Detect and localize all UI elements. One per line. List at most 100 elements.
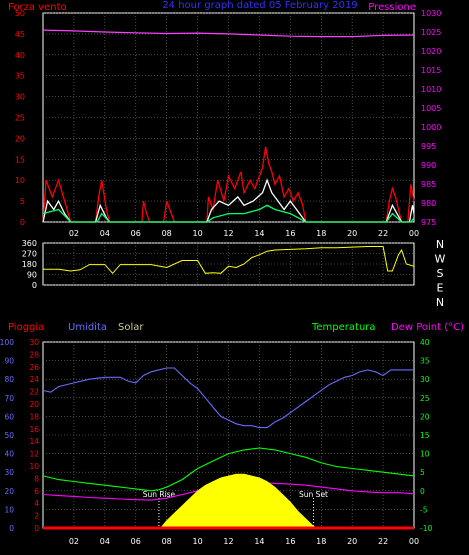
time-tick-label: 02 (69, 229, 79, 238)
wind-tick-label: 40 (15, 51, 25, 60)
pressure-tick-label: 995 (421, 142, 436, 151)
chart-title: 24 hour graph dated 05 February 2019 (162, 0, 357, 11)
time-tick-label: 20 (347, 537, 357, 546)
solar-label: Solar (118, 322, 144, 333)
rain-tick-label: 10 (29, 462, 39, 471)
wind-tick-label: 10 (15, 176, 25, 185)
time-tick-label: 14 (254, 229, 264, 238)
series-base (42, 204, 415, 223)
series-temperatura (42, 447, 415, 492)
rain-tick-label: 28 (29, 350, 39, 359)
pressure-tick-label: 1000 (421, 123, 441, 132)
humidity-tick-label: 0 (9, 524, 14, 533)
time-tick-label: 08 (162, 229, 172, 238)
rain-tick-label: 20 (29, 400, 39, 409)
pressure-tick-label: 1015 (421, 66, 441, 75)
temperature-tick-label: -10 (420, 524, 432, 533)
humidity-tick-label: 100 (0, 338, 14, 347)
direction-tick-label: 360 (22, 239, 37, 248)
temperature-tick-label: 5 (420, 468, 425, 477)
series-pressione (42, 29, 415, 38)
humidity-tick-label: 60 (4, 412, 14, 421)
temperature-label: Temperatura (311, 322, 376, 333)
humidity-label: Umidita (68, 322, 107, 333)
time-tick-label: 06 (131, 229, 141, 238)
time-tick-label: 10 (192, 229, 202, 238)
pressure-tick-label: 985 (421, 180, 436, 189)
rain-tick-label: 12 (29, 450, 39, 459)
temperature-tick-label: 35 (420, 357, 430, 366)
sunset-label: Sun Set (299, 490, 328, 499)
wind-tick-label: 35 (15, 72, 25, 81)
time-tick-label: 22 (378, 537, 388, 546)
time-tick-label: 04 (100, 229, 110, 238)
compass-label: E (437, 282, 444, 295)
pressure-tick-label: 980 (421, 199, 436, 208)
rain-tick-label: 2 (34, 512, 39, 521)
series-wind-direction (43, 246, 415, 275)
wind-tick-label: 20 (15, 134, 25, 143)
rain-tick-label: 16 (29, 425, 39, 434)
wind-tick-label: 5 (20, 197, 25, 206)
pressure-axis-label: Pressione (368, 2, 416, 13)
rain-tick-label: 0 (34, 524, 39, 533)
pressure-tick-label: 1030 (421, 9, 441, 18)
wind-axis-label: Forza vento (8, 2, 67, 13)
pressure-tick-label: 1025 (421, 28, 441, 37)
time-tick-label: 06 (131, 537, 141, 546)
time-tick-label: 22 (378, 229, 388, 238)
time-tick-label: 00 (409, 229, 419, 238)
rain-tick-label: 6 (34, 487, 39, 496)
humidity-tick-label: 50 (4, 431, 14, 440)
humidity-tick-label: 30 (4, 468, 14, 477)
compass-label: N (436, 296, 444, 309)
time-tick-label: 08 (162, 537, 172, 546)
time-tick-label: 02 (69, 537, 79, 546)
wind-tick-label: 15 (15, 155, 25, 164)
temperature-tick-label: 10 (420, 450, 430, 459)
wind-tick-label: 0 (20, 218, 25, 227)
temperature-tick-label: 15 (420, 431, 430, 440)
temperature-tick-label: 30 (420, 375, 430, 384)
series-umidita (42, 367, 414, 429)
rain-tick-label: 30 (29, 338, 39, 347)
wind-tick-label: 25 (15, 114, 25, 123)
time-tick-label: 14 (254, 537, 264, 546)
dewpoint-label: Dew Point (°C) (391, 322, 464, 333)
rain-tick-label: 18 (29, 412, 39, 421)
direction-tick-label: 180 (22, 260, 37, 269)
humidity-tick-label: 70 (4, 394, 14, 403)
rain-tick-label: 22 (29, 388, 39, 397)
time-tick-label: 10 (192, 537, 202, 546)
rain-tick-label: 14 (29, 437, 39, 446)
sunrise-label: Sun Rise (143, 490, 176, 499)
humidity-tick-label: 80 (4, 375, 14, 384)
pressure-tick-label: 1005 (421, 104, 441, 113)
time-tick-label: 04 (100, 537, 110, 546)
wind-tick-label: 50 (15, 9, 25, 18)
rain-tick-label: 26 (29, 363, 39, 372)
pressure-tick-label: 975 (421, 218, 436, 227)
time-tick-label: 12 (223, 229, 233, 238)
temperature-tick-label: -5 (420, 505, 428, 514)
temperature-tick-label: 40 (420, 338, 430, 347)
time-tick-label: 00 (409, 537, 419, 546)
rain-label: Pioggia (8, 322, 44, 333)
temperature-tick-label: 0 (420, 487, 425, 496)
tick-labels: 0510152025303540455097598098599099510001… (0, 9, 446, 546)
time-tick-label: 20 (347, 229, 357, 238)
compass-label: N (436, 238, 444, 251)
wind-tick-label: 45 (15, 30, 25, 39)
rain-tick-label: 24 (29, 375, 39, 384)
direction-tick-label: 0 (32, 281, 37, 290)
series-solar (159, 473, 318, 529)
pressure-tick-label: 990 (421, 161, 436, 170)
wind-tick-label: 30 (15, 93, 25, 102)
humidity-tick-label: 20 (4, 487, 14, 496)
time-tick-label: 18 (316, 229, 326, 238)
humidity-tick-label: 40 (4, 450, 14, 459)
time-tick-label: 12 (223, 537, 233, 546)
humidity-tick-label: 10 (4, 505, 14, 514)
time-tick-label: 16 (285, 229, 295, 238)
